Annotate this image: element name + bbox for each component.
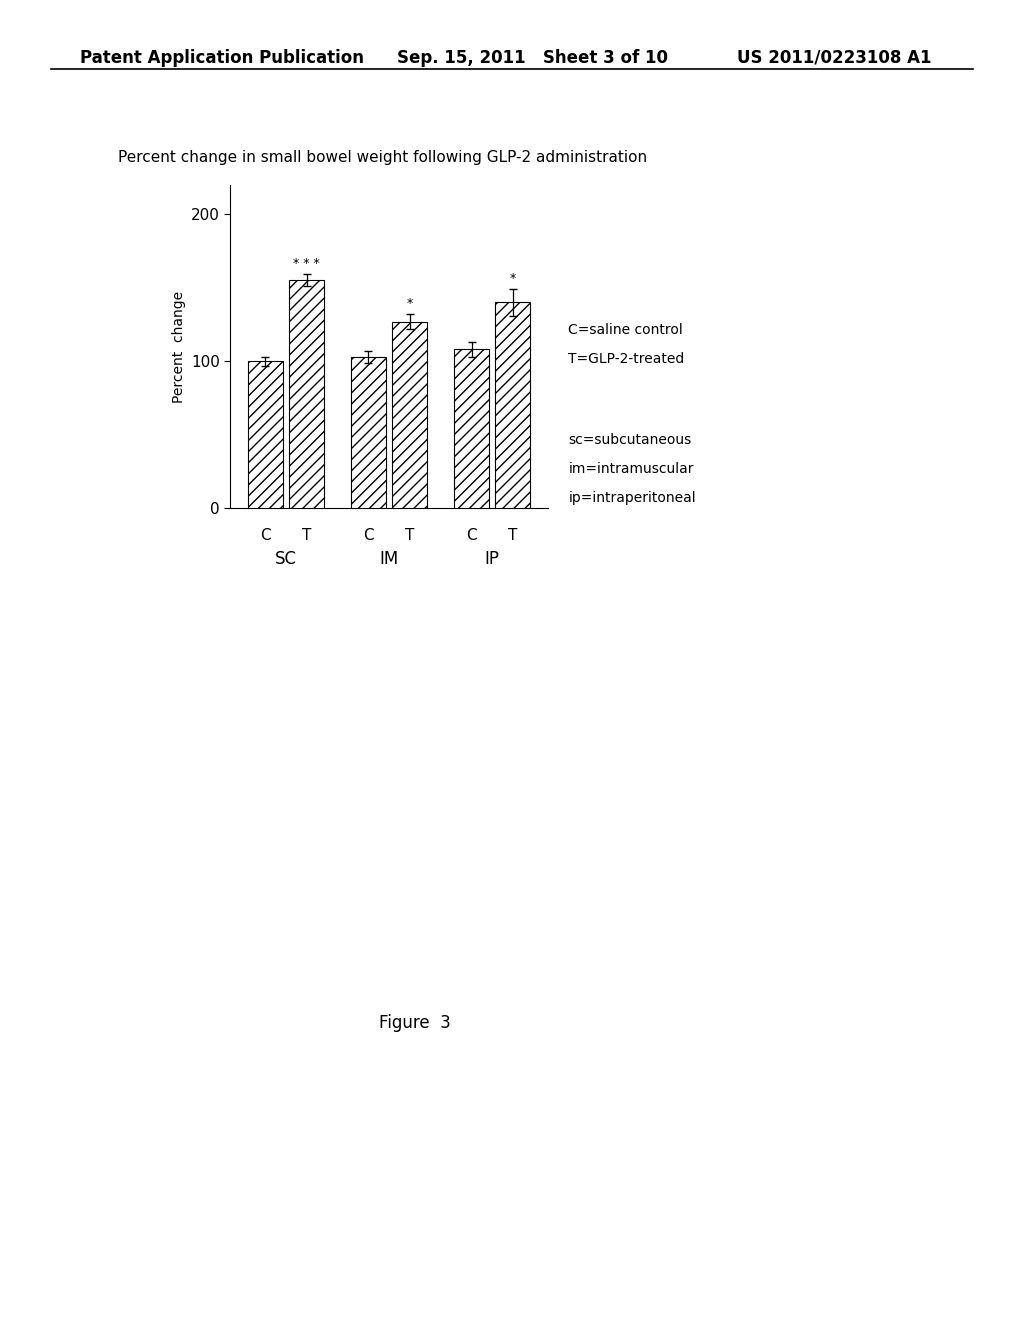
Y-axis label: Percent  change: Percent change xyxy=(172,290,185,403)
Text: Figure  3: Figure 3 xyxy=(379,1014,451,1032)
Text: T: T xyxy=(508,528,517,543)
Bar xyxy=(248,362,283,508)
Bar xyxy=(455,350,489,508)
Text: IM: IM xyxy=(380,550,398,568)
Text: T: T xyxy=(406,528,415,543)
Text: sc=subcutaneous: sc=subcutaneous xyxy=(568,433,691,447)
Text: *: * xyxy=(510,272,516,285)
Bar xyxy=(496,302,530,508)
Text: C: C xyxy=(364,528,374,543)
Text: C: C xyxy=(466,528,477,543)
Bar xyxy=(351,356,386,508)
Text: * * *: * * * xyxy=(293,257,319,271)
Bar xyxy=(392,322,427,508)
Text: T: T xyxy=(302,528,311,543)
Text: Patent Application Publication: Patent Application Publication xyxy=(80,49,364,67)
Text: SC: SC xyxy=(275,550,297,568)
Bar xyxy=(289,280,324,508)
Text: IP: IP xyxy=(484,550,500,568)
Text: ip=intraperitoneal: ip=intraperitoneal xyxy=(568,491,696,506)
Text: Percent change in small bowel weight following GLP-2 administration: Percent change in small bowel weight fol… xyxy=(118,150,647,165)
Text: Sep. 15, 2011   Sheet 3 of 10: Sep. 15, 2011 Sheet 3 of 10 xyxy=(397,49,669,67)
Text: C: C xyxy=(260,528,270,543)
Text: C=saline control: C=saline control xyxy=(568,323,683,338)
Text: im=intramuscular: im=intramuscular xyxy=(568,462,694,477)
Text: T=GLP-2-treated: T=GLP-2-treated xyxy=(568,352,685,367)
Text: US 2011/0223108 A1: US 2011/0223108 A1 xyxy=(737,49,932,67)
Text: *: * xyxy=(407,297,413,310)
